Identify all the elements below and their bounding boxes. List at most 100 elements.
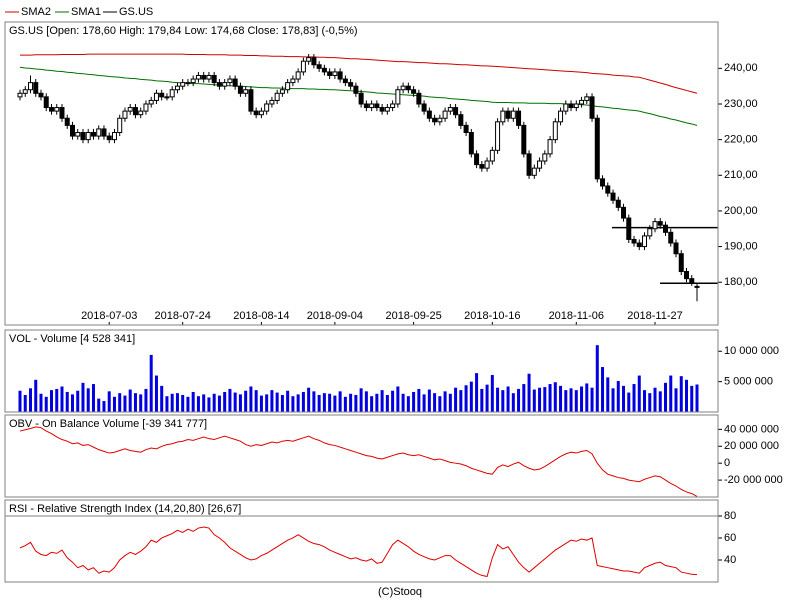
volume-bar <box>643 390 647 412</box>
sma-line <box>19 66 698 126</box>
volume-bar <box>616 381 620 412</box>
volume-bar <box>637 375 641 412</box>
candle-body <box>227 78 233 84</box>
candle-body <box>190 78 196 84</box>
candle-body <box>300 60 306 73</box>
candle-body <box>668 231 674 244</box>
y-tick-label: 190,00 <box>724 240 758 252</box>
volume-bar <box>280 394 284 412</box>
y-tick-label: 5 000 000 <box>724 376 773 388</box>
candle-body <box>316 64 322 69</box>
volume-bar <box>459 390 463 412</box>
volume-bar <box>60 386 64 412</box>
volume-bar <box>328 393 332 412</box>
candle-body <box>689 278 695 283</box>
candle-body <box>117 117 123 134</box>
volume-bar <box>396 386 400 412</box>
x-tick-label: 2018-11-06 <box>549 310 604 322</box>
volume-bar <box>39 393 43 412</box>
candle-body <box>489 149 495 162</box>
candle-body <box>484 160 490 169</box>
candle-body <box>54 107 60 112</box>
candle-body <box>405 85 411 91</box>
volume-bar <box>401 393 405 412</box>
candle-body <box>447 107 453 112</box>
candle-body <box>600 178 606 187</box>
volume-bar <box>238 394 242 412</box>
candle-body <box>43 96 49 109</box>
volume-bar <box>202 394 206 412</box>
candle-body <box>332 71 338 76</box>
volume-bar <box>553 382 557 412</box>
y-tick-label: 240,00 <box>724 62 758 74</box>
volume-bar <box>165 396 169 412</box>
y-tick-label: 10 000 000 <box>724 345 779 357</box>
volume-bar <box>338 391 342 412</box>
volume-bar <box>685 379 689 412</box>
candle-body <box>138 110 144 116</box>
candle-body <box>321 67 327 73</box>
volume-bar <box>270 390 274 412</box>
volume-bar <box>517 388 521 412</box>
candle-body <box>521 124 527 155</box>
candle-body <box>80 132 86 141</box>
candle-body <box>285 82 291 91</box>
candle-body <box>174 85 180 91</box>
candle-body <box>269 99 275 105</box>
y-tick-label: 0 <box>724 457 730 469</box>
volume-bar <box>28 388 32 412</box>
volume-bar <box>312 391 316 412</box>
candle-body <box>111 132 117 141</box>
candle-body <box>458 114 464 126</box>
volume-bar <box>44 396 48 412</box>
candle-body <box>636 242 642 248</box>
volume-bar <box>102 401 106 412</box>
candle-body <box>537 160 543 169</box>
volume-bar <box>590 387 594 412</box>
volume-bar <box>422 394 426 412</box>
volume-bar <box>601 367 605 412</box>
candle-body <box>243 89 249 94</box>
volume-bar <box>333 395 337 412</box>
candle-body <box>59 107 65 119</box>
volume-bar <box>212 393 216 412</box>
candle-body <box>180 82 186 87</box>
candle-body <box>652 221 658 230</box>
candle-body <box>510 110 516 119</box>
candle-body <box>573 103 579 109</box>
volume-bar <box>658 391 662 412</box>
y-tick-label: 220,00 <box>724 134 758 146</box>
candle-body <box>153 92 159 101</box>
x-tick-label: 2018-10-16 <box>464 310 520 322</box>
panel <box>4 414 719 498</box>
volume-bar <box>91 384 95 412</box>
candle-body <box>426 110 432 119</box>
volume-bar <box>569 388 573 412</box>
volume-bar <box>307 387 311 412</box>
candle-body <box>400 85 406 91</box>
volume-bar <box>564 390 568 412</box>
candle-body <box>295 71 301 80</box>
candle-body <box>374 103 380 109</box>
volume-bar <box>186 396 190 412</box>
volume-bar <box>438 396 442 412</box>
candle-body <box>594 117 600 180</box>
volume-bar <box>406 396 410 412</box>
candle-body <box>69 124 75 137</box>
candle-body <box>48 107 54 112</box>
candle-body <box>127 107 133 112</box>
volume-bar <box>501 390 505 412</box>
volume-bar <box>469 381 473 412</box>
volume-bar <box>81 382 85 412</box>
candle-body <box>468 132 474 155</box>
candle-body <box>101 128 107 137</box>
x-tick-label: 2018-11-27 <box>627 310 682 322</box>
candle-body <box>437 117 443 123</box>
x-tick-label: 2018-09-04 <box>307 310 363 322</box>
candle-body <box>568 103 574 109</box>
candle-body <box>232 78 238 87</box>
candle-body <box>432 117 438 123</box>
panel-title: OBV - On Balance Volume [-39 341 777] <box>9 418 207 430</box>
volume-bar <box>580 386 584 412</box>
candle-body <box>474 153 480 166</box>
